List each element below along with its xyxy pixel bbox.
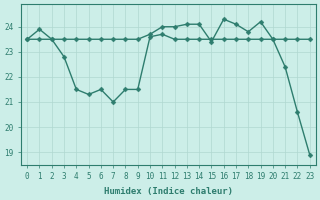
X-axis label: Humidex (Indice chaleur): Humidex (Indice chaleur) xyxy=(104,187,233,196)
